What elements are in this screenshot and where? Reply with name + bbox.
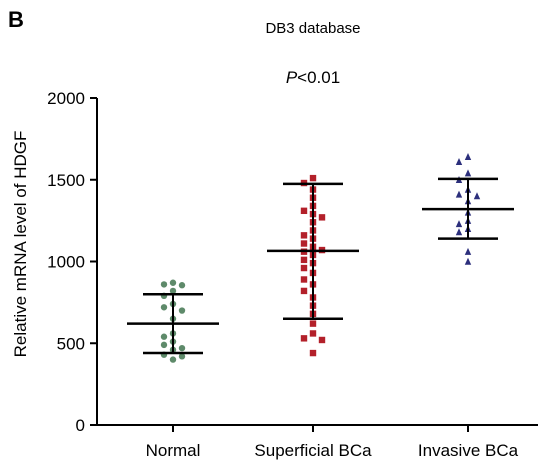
data-point (178, 353, 186, 360)
data-point (160, 281, 168, 288)
y-ticks: 0 500 1000 1500 2000 (47, 89, 97, 435)
panel-label: B (8, 7, 24, 32)
data-point (464, 169, 472, 177)
data-point (464, 257, 472, 265)
data-point (309, 349, 317, 357)
data-point (160, 304, 168, 311)
group-invasive-bca (422, 153, 514, 265)
data-point (309, 174, 317, 182)
data-point (318, 214, 326, 221)
group-normal (127, 279, 219, 363)
x-category-label: Normal (146, 441, 201, 460)
data-point (169, 287, 177, 295)
data-point (300, 207, 308, 215)
y-tick-label: 1000 (47, 253, 85, 272)
data-point (300, 240, 308, 247)
chart-title: DB3 database (265, 20, 360, 37)
y-tick-label: 500 (57, 334, 85, 353)
data-point (300, 276, 308, 283)
y-tick-label: 0 (76, 416, 85, 435)
data-point (300, 335, 308, 342)
data-point (300, 232, 308, 239)
data-point (464, 153, 472, 161)
data-point (160, 333, 168, 340)
data-point (455, 157, 463, 165)
data-point (300, 287, 308, 295)
p-value-threshold: <0.01 (297, 68, 340, 87)
data-point (178, 282, 186, 289)
data-point (300, 256, 308, 264)
data-point (455, 220, 463, 228)
data-point (309, 330, 317, 337)
data-point (169, 356, 177, 363)
group-superficial-bca (267, 174, 359, 357)
data-point (473, 192, 481, 200)
data-point (455, 190, 463, 198)
data-point (309, 320, 317, 327)
data-point (300, 264, 308, 272)
data-point (160, 341, 168, 349)
y-axis-label: Relative mRNA level of HDGF (11, 131, 30, 358)
data-point (318, 336, 326, 344)
data-groups (127, 153, 514, 363)
data-point (455, 228, 463, 236)
data-point (464, 247, 472, 255)
p-value-symbol: P (286, 68, 298, 87)
x-category-label: Invasive BCa (418, 441, 519, 460)
y-tick-label: 1500 (47, 171, 85, 190)
x-category-label: Superficial BCa (254, 441, 372, 460)
data-point (169, 279, 177, 286)
data-point (178, 307, 186, 314)
p-value-annotation: P<0.01 (286, 68, 340, 87)
x-category-labels: Normal Superficial BCa Invasive BCa (146, 425, 519, 460)
data-point (178, 344, 186, 352)
y-tick-label: 2000 (47, 89, 85, 108)
